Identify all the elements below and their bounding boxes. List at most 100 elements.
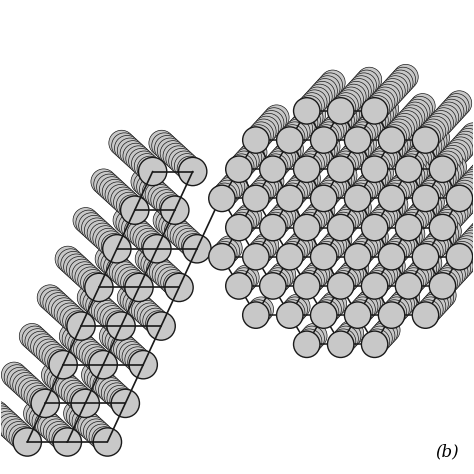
Circle shape — [382, 125, 407, 150]
Circle shape — [463, 169, 474, 194]
Circle shape — [394, 227, 419, 252]
Circle shape — [285, 119, 310, 144]
Circle shape — [392, 230, 417, 255]
Circle shape — [117, 339, 142, 365]
Circle shape — [116, 210, 141, 236]
Circle shape — [87, 367, 113, 393]
Circle shape — [321, 116, 346, 141]
Circle shape — [331, 212, 356, 237]
Circle shape — [436, 102, 461, 127]
Circle shape — [120, 270, 146, 295]
Circle shape — [319, 119, 344, 144]
Circle shape — [290, 230, 315, 255]
Circle shape — [451, 192, 474, 218]
Circle shape — [412, 185, 438, 211]
Circle shape — [302, 90, 327, 115]
Circle shape — [280, 241, 305, 266]
Circle shape — [271, 262, 296, 287]
Circle shape — [391, 67, 416, 92]
Circle shape — [412, 244, 438, 270]
Circle shape — [429, 156, 456, 182]
Circle shape — [397, 108, 422, 133]
Circle shape — [384, 180, 409, 205]
Circle shape — [367, 93, 392, 118]
Circle shape — [106, 311, 131, 336]
Circle shape — [345, 302, 371, 328]
Circle shape — [456, 128, 474, 154]
Circle shape — [138, 231, 164, 256]
Circle shape — [356, 67, 382, 92]
Circle shape — [170, 223, 196, 248]
Circle shape — [242, 140, 267, 165]
Circle shape — [24, 383, 49, 408]
Circle shape — [426, 113, 451, 138]
Circle shape — [179, 157, 207, 186]
Circle shape — [84, 365, 110, 390]
Circle shape — [401, 268, 426, 293]
Circle shape — [378, 244, 405, 270]
Circle shape — [35, 411, 60, 437]
Circle shape — [44, 365, 70, 390]
Circle shape — [417, 251, 442, 276]
Circle shape — [94, 301, 119, 326]
Circle shape — [418, 238, 443, 264]
Circle shape — [455, 236, 474, 261]
Circle shape — [285, 294, 310, 319]
Circle shape — [310, 244, 337, 270]
Circle shape — [259, 169, 284, 194]
Circle shape — [378, 127, 405, 153]
Circle shape — [394, 110, 419, 136]
Circle shape — [316, 122, 341, 147]
Circle shape — [349, 76, 374, 101]
Circle shape — [119, 342, 145, 367]
Circle shape — [435, 268, 460, 293]
Circle shape — [120, 196, 149, 224]
Circle shape — [140, 306, 165, 331]
Circle shape — [251, 177, 276, 202]
Circle shape — [64, 383, 90, 408]
Circle shape — [307, 84, 332, 109]
Circle shape — [428, 110, 454, 136]
Circle shape — [392, 113, 417, 138]
Circle shape — [162, 215, 187, 241]
Circle shape — [328, 273, 354, 299]
Circle shape — [41, 362, 67, 388]
Circle shape — [385, 73, 410, 98]
Circle shape — [123, 272, 149, 298]
Circle shape — [67, 312, 95, 340]
Circle shape — [295, 166, 320, 191]
Circle shape — [333, 268, 358, 293]
Circle shape — [117, 138, 143, 164]
Circle shape — [460, 230, 474, 255]
Circle shape — [297, 154, 322, 179]
Circle shape — [137, 303, 163, 328]
Circle shape — [68, 331, 93, 357]
Circle shape — [401, 210, 426, 235]
Circle shape — [328, 214, 354, 241]
Circle shape — [231, 210, 256, 235]
Circle shape — [222, 172, 247, 197]
Circle shape — [345, 185, 371, 211]
Circle shape — [440, 262, 465, 287]
Circle shape — [383, 76, 408, 101]
Circle shape — [383, 192, 408, 218]
Circle shape — [43, 290, 68, 316]
Circle shape — [468, 222, 474, 246]
Circle shape — [387, 177, 412, 202]
Circle shape — [167, 220, 193, 246]
Circle shape — [143, 235, 171, 263]
Circle shape — [158, 267, 183, 292]
Circle shape — [373, 262, 398, 287]
Circle shape — [373, 146, 398, 171]
Circle shape — [248, 180, 273, 205]
Text: (b): (b) — [435, 444, 458, 461]
Circle shape — [256, 113, 282, 138]
Circle shape — [262, 108, 286, 133]
Circle shape — [101, 234, 127, 259]
Circle shape — [66, 256, 92, 282]
Circle shape — [95, 246, 120, 272]
Circle shape — [172, 151, 197, 176]
Circle shape — [212, 241, 237, 266]
Circle shape — [89, 424, 115, 449]
Circle shape — [152, 133, 177, 158]
